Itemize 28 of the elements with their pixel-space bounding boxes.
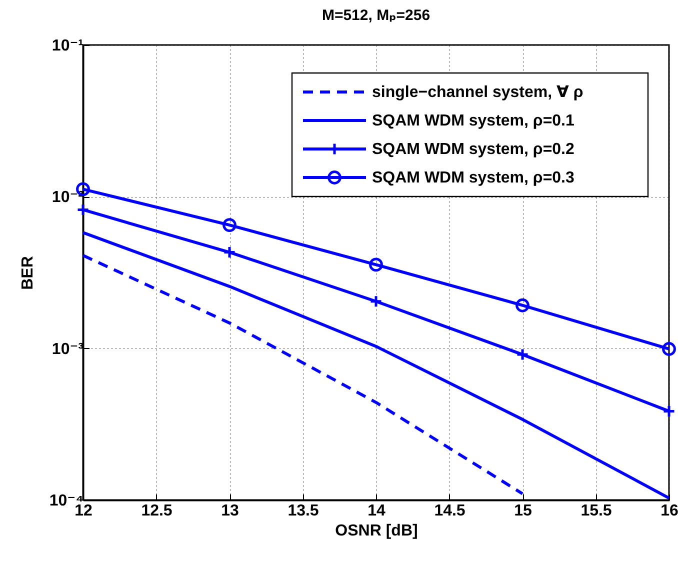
point — [369, 258, 383, 272]
y-tick-label: 10⁻¹ — [52, 38, 84, 54]
y-tick-label: 10⁻² — [52, 189, 84, 206]
point — [662, 404, 676, 418]
legend-label: SQAM WDM system, ρ=0.2 — [372, 141, 574, 158]
point — [222, 218, 236, 232]
point — [76, 203, 90, 216]
x-axis-title: OSNR [dB] — [335, 522, 418, 540]
y-tick-label: 10⁻³ — [52, 340, 84, 358]
point — [516, 298, 530, 312]
x-tick-label: 16 — [660, 502, 678, 520]
x-tick-label: 15.5 — [580, 502, 612, 520]
x-tick-label: 14.5 — [434, 502, 466, 520]
x-tick-label: 14 — [368, 502, 386, 520]
x-tick-label: 13.5 — [288, 502, 319, 520]
legend-label: SQAM WDM system, ρ=0.1 — [372, 112, 574, 130]
x-tick-label: 15 — [514, 502, 532, 520]
point — [516, 348, 529, 362]
x-tick-label: 13 — [221, 502, 239, 520]
legend-label: SQAM WDM system, ρ=0.3 — [372, 170, 574, 186]
legend-label: single−channel system, ∀ ρ — [372, 84, 584, 101]
point — [223, 246, 236, 259]
point — [662, 342, 676, 356]
x-tick-label: 12.5 — [141, 502, 172, 520]
line-series — [82, 254, 524, 496]
y-axis-title: BER — [19, 256, 36, 290]
chart-title: M=512, Mₚ=256 — [322, 7, 430, 24]
point — [370, 294, 382, 308]
